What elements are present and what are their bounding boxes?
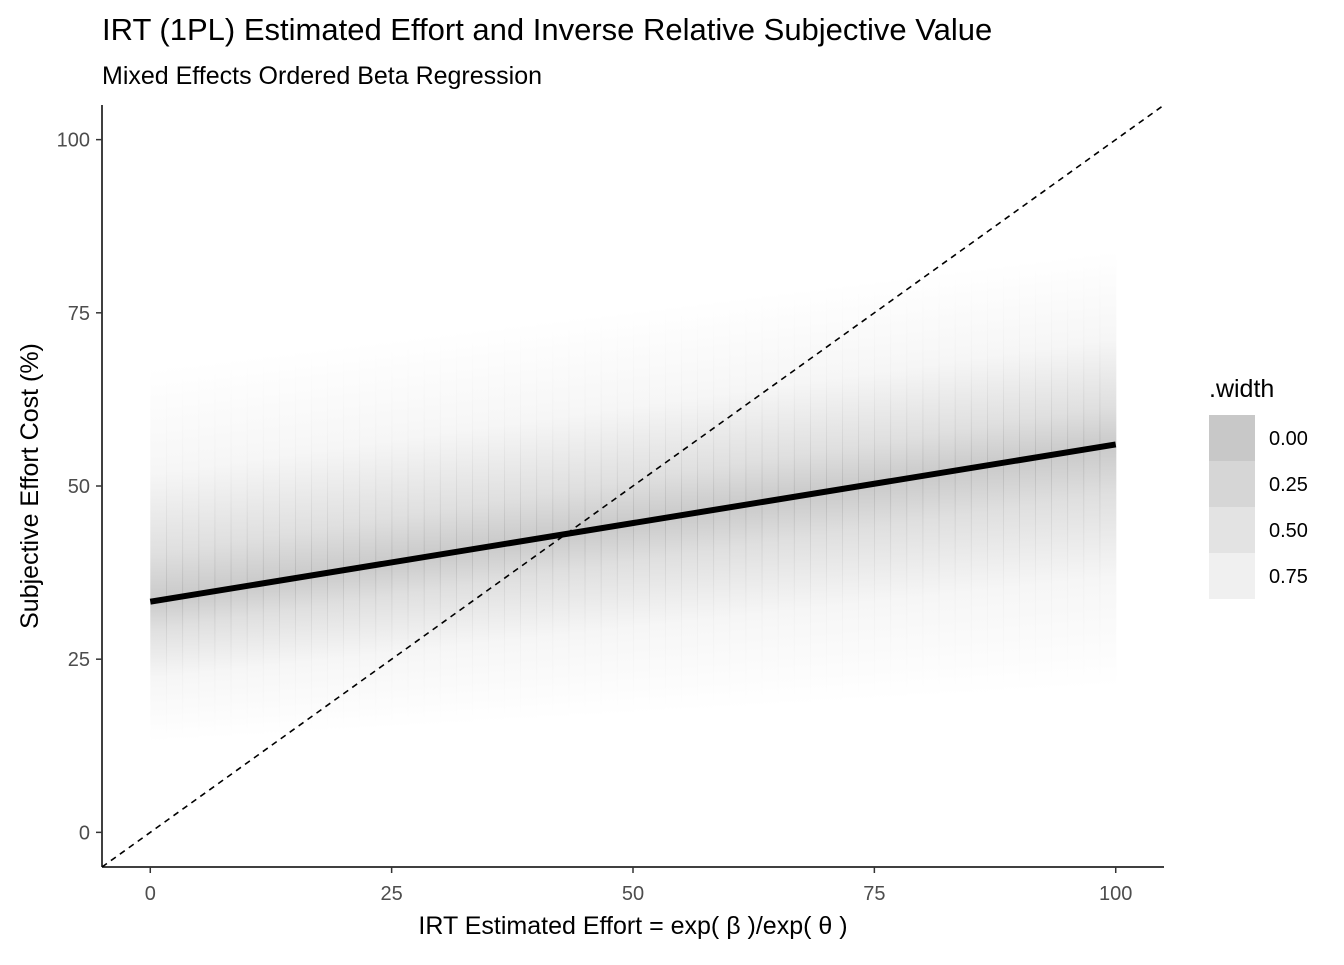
band-slice bbox=[874, 278, 892, 701]
x-tick-label: 75 bbox=[863, 883, 885, 905]
band-slice bbox=[697, 300, 715, 711]
band-slice bbox=[649, 306, 666, 714]
y-tick-label: 50 bbox=[68, 476, 90, 498]
x-axis-label: IRT Estimated Effort = exp( β )/exp( θ ) bbox=[418, 912, 847, 940]
band-slice bbox=[568, 316, 586, 718]
legend-label: 0.75 bbox=[1269, 566, 1308, 588]
band-slice bbox=[391, 337, 409, 728]
band-slice bbox=[729, 296, 747, 709]
y-tick-label: 100 bbox=[57, 130, 90, 152]
band-slice bbox=[1099, 251, 1117, 688]
band-slice bbox=[359, 341, 377, 730]
band-slice bbox=[488, 326, 505, 723]
band-slice bbox=[230, 357, 248, 738]
band-slice bbox=[198, 361, 216, 740]
legend-swatch bbox=[1209, 553, 1255, 599]
legend-label: 0.50 bbox=[1269, 520, 1308, 542]
band-slice bbox=[262, 353, 280, 736]
band-slice bbox=[1003, 263, 1020, 693]
band-slice bbox=[970, 267, 988, 695]
band-slice bbox=[584, 314, 602, 717]
legend: .width 0.00 0.25 0.50 0.75 bbox=[1209, 375, 1308, 599]
band-slice bbox=[214, 359, 232, 739]
band-slice bbox=[472, 328, 489, 724]
band-slice bbox=[890, 276, 908, 700]
band-slice bbox=[987, 265, 1004, 694]
band-slice bbox=[906, 275, 924, 699]
identity-dashed-line bbox=[101, 104, 1165, 868]
band-slice bbox=[713, 298, 731, 710]
chart-title: IRT (1PL) Estimated Effort and Inverse R… bbox=[102, 12, 992, 47]
band-slice bbox=[1051, 257, 1069, 691]
band-slice bbox=[327, 345, 344, 732]
band-slice bbox=[681, 302, 698, 712]
legend-swatch bbox=[1209, 461, 1255, 507]
x-tick-label: 25 bbox=[381, 883, 403, 905]
y-axis-label: Subjective Effort Cost (%) bbox=[16, 343, 44, 629]
band-slice bbox=[182, 363, 200, 740]
band-slice bbox=[616, 310, 634, 716]
band-slice bbox=[938, 271, 956, 697]
series-layer bbox=[101, 104, 1165, 868]
legend-swatch bbox=[1209, 507, 1255, 553]
band-slice bbox=[166, 365, 184, 741]
x-tick-label: 100 bbox=[1099, 883, 1132, 905]
band-slice bbox=[439, 331, 457, 726]
band-slice bbox=[600, 312, 618, 716]
band-slice bbox=[375, 339, 393, 729]
band-slice bbox=[633, 308, 650, 715]
band-slice bbox=[1067, 255, 1085, 690]
band-slice bbox=[311, 347, 328, 733]
regression-line bbox=[149, 441, 1117, 605]
chart-subtitle: Mixed Effects Ordered Beta Regression bbox=[102, 62, 542, 90]
band-slice bbox=[423, 333, 441, 727]
band-slice bbox=[922, 273, 940, 698]
band-slice bbox=[520, 322, 538, 721]
band-slice bbox=[504, 324, 521, 722]
legend-title: .width bbox=[1209, 375, 1274, 403]
band-slice bbox=[1035, 259, 1052, 692]
x-tick-label: 50 bbox=[622, 883, 644, 905]
band-slice bbox=[295, 349, 312, 734]
band-slice bbox=[536, 320, 554, 720]
x-tick-label: 0 bbox=[145, 883, 156, 905]
y-tick-label: 0 bbox=[79, 822, 90, 844]
band-slice bbox=[954, 269, 972, 696]
y-tick-label: 75 bbox=[68, 303, 90, 325]
axes: 0 25 50 75 100 0 25 50 75 100 bbox=[57, 105, 1164, 905]
band-slice bbox=[456, 329, 473, 725]
uncertainty-band bbox=[150, 251, 1117, 742]
legend-swatch bbox=[1209, 415, 1255, 461]
band-slice bbox=[150, 367, 167, 742]
band-slice bbox=[858, 280, 875, 702]
band-slice bbox=[552, 318, 570, 719]
legend-label: 0.00 bbox=[1269, 428, 1308, 450]
band-slice bbox=[246, 355, 264, 737]
band-slice bbox=[343, 343, 361, 731]
band-slice bbox=[826, 284, 843, 704]
band-slice bbox=[279, 351, 296, 735]
band-slice bbox=[1083, 253, 1101, 689]
legend-label: 0.25 bbox=[1269, 474, 1308, 496]
band-slice bbox=[842, 282, 859, 703]
band-slice bbox=[665, 304, 682, 713]
band-slice bbox=[1019, 261, 1036, 692]
band-slice bbox=[407, 335, 425, 728]
y-tick-label: 25 bbox=[68, 649, 90, 671]
